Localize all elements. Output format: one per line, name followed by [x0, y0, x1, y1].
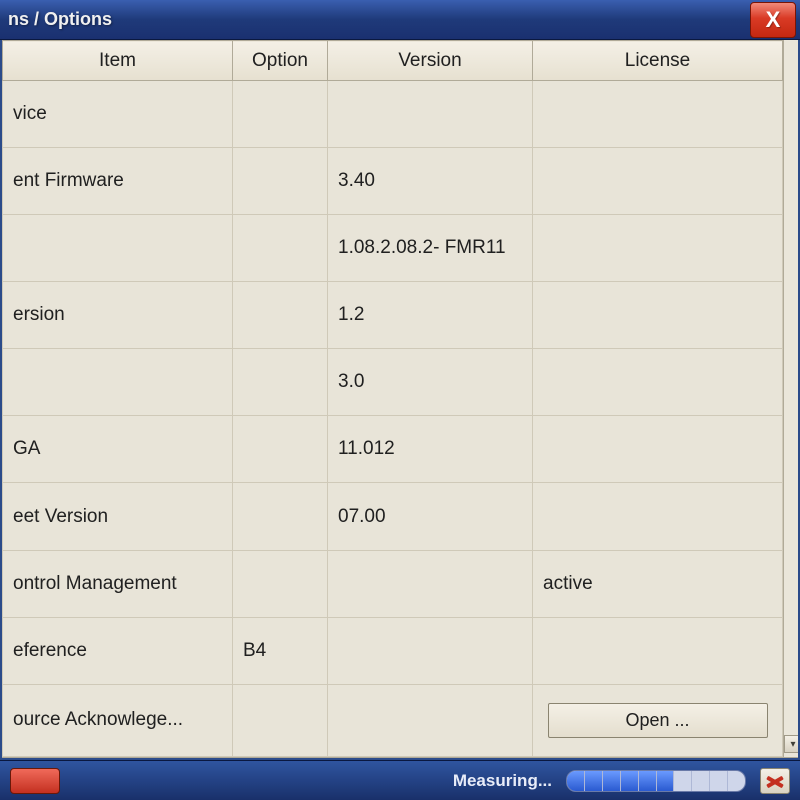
table-row[interactable]: 3.0 [3, 349, 783, 416]
cell-item: ersion [3, 282, 233, 349]
progress-segment [728, 771, 745, 791]
progress-segment [674, 771, 692, 791]
scroll-down-icon[interactable]: ▾ [784, 735, 798, 753]
status-label: Measuring... [453, 771, 552, 791]
cell-option [233, 550, 328, 617]
cell-option [233, 349, 328, 416]
cell-option [233, 215, 328, 282]
cell-version [328, 617, 533, 684]
titlebar: ns / Options X [0, 0, 800, 40]
cell-version: 3.0 [328, 349, 533, 416]
cell-version [328, 81, 533, 148]
progress-segment [567, 771, 585, 791]
cell-version [328, 684, 533, 756]
cell-item [3, 215, 233, 282]
cell-version: 3.40 [328, 148, 533, 215]
cell-license [533, 81, 783, 148]
client-area: Item Option Version License viceent Firm… [0, 40, 800, 760]
progress-segment [585, 771, 603, 791]
cell-item: eference [3, 617, 233, 684]
table-row[interactable]: ource Acknowlege... Open ... [3, 684, 783, 756]
cell-license [533, 483, 783, 550]
cell-item: ource Acknowlege... [3, 684, 233, 756]
cell-license: active [533, 550, 783, 617]
cell-item [3, 349, 233, 416]
progress-segment [621, 771, 639, 791]
col-header-option[interactable]: Option [233, 41, 328, 81]
cell-option [233, 81, 328, 148]
table-row[interactable]: eferenceB4 [3, 617, 783, 684]
cell-license [533, 416, 783, 483]
table-row[interactable]: ontrol Management active [3, 550, 783, 617]
progress-segment [692, 771, 710, 791]
cell-item: ontrol Management [3, 550, 233, 617]
statusbar: Measuring... [0, 760, 800, 800]
cell-option [233, 483, 328, 550]
col-header-version[interactable]: Version [328, 41, 533, 81]
cell-license [533, 215, 783, 282]
col-header-item[interactable]: Item [3, 41, 233, 81]
status-indicator-icon [10, 768, 60, 794]
cell-version: 11.012 [328, 416, 533, 483]
table-header-row: Item Option Version License [3, 41, 783, 81]
options-grid-wrap: Item Option Version License viceent Firm… [2, 40, 798, 758]
cell-item: vice [3, 81, 233, 148]
cell-license [533, 349, 783, 416]
cell-option [233, 282, 328, 349]
cell-option [233, 684, 328, 756]
cell-option: B4 [233, 617, 328, 684]
table-row[interactable]: ersion 1.2 [3, 282, 783, 349]
window-title: ns / Options [8, 9, 112, 30]
cell-version: 07.00 [328, 483, 533, 550]
table-row[interactable]: eet Version 07.00 [3, 483, 783, 550]
cell-license [533, 617, 783, 684]
cell-option [233, 148, 328, 215]
table-row[interactable]: GA 11.012 [3, 416, 783, 483]
cell-item: eet Version [3, 483, 233, 550]
open-button[interactable]: Open ... [548, 703, 768, 738]
options-table: Item Option Version License viceent Firm… [2, 40, 783, 757]
col-header-license[interactable]: License [533, 41, 783, 81]
cell-license [533, 148, 783, 215]
progress-segment [710, 771, 728, 791]
status-tool-icon [760, 768, 790, 794]
cell-version: 1.08.2.08.2- FMR11 [328, 215, 533, 282]
close-button[interactable]: X [750, 2, 796, 38]
cell-license [533, 282, 783, 349]
cell-item: GA [3, 416, 233, 483]
table-row[interactable]: 1.08.2.08.2- FMR11 [3, 215, 783, 282]
progress-bar [566, 770, 746, 792]
cell-item: ent Firmware [3, 148, 233, 215]
cell-version [328, 550, 533, 617]
cell-version: 1.2 [328, 282, 533, 349]
table-row[interactable]: vice [3, 81, 783, 148]
table-row[interactable]: ent Firmware 3.40 [3, 148, 783, 215]
options-window: ns / Options X Item Option Version Licen… [0, 0, 800, 800]
vertical-scrollbar[interactable]: ▾ [783, 40, 798, 757]
close-icon: X [766, 7, 781, 33]
progress-segment [657, 771, 675, 791]
cell-license: Open ... [533, 684, 783, 756]
progress-segment [639, 771, 657, 791]
progress-segment [603, 771, 621, 791]
cell-option [233, 416, 328, 483]
